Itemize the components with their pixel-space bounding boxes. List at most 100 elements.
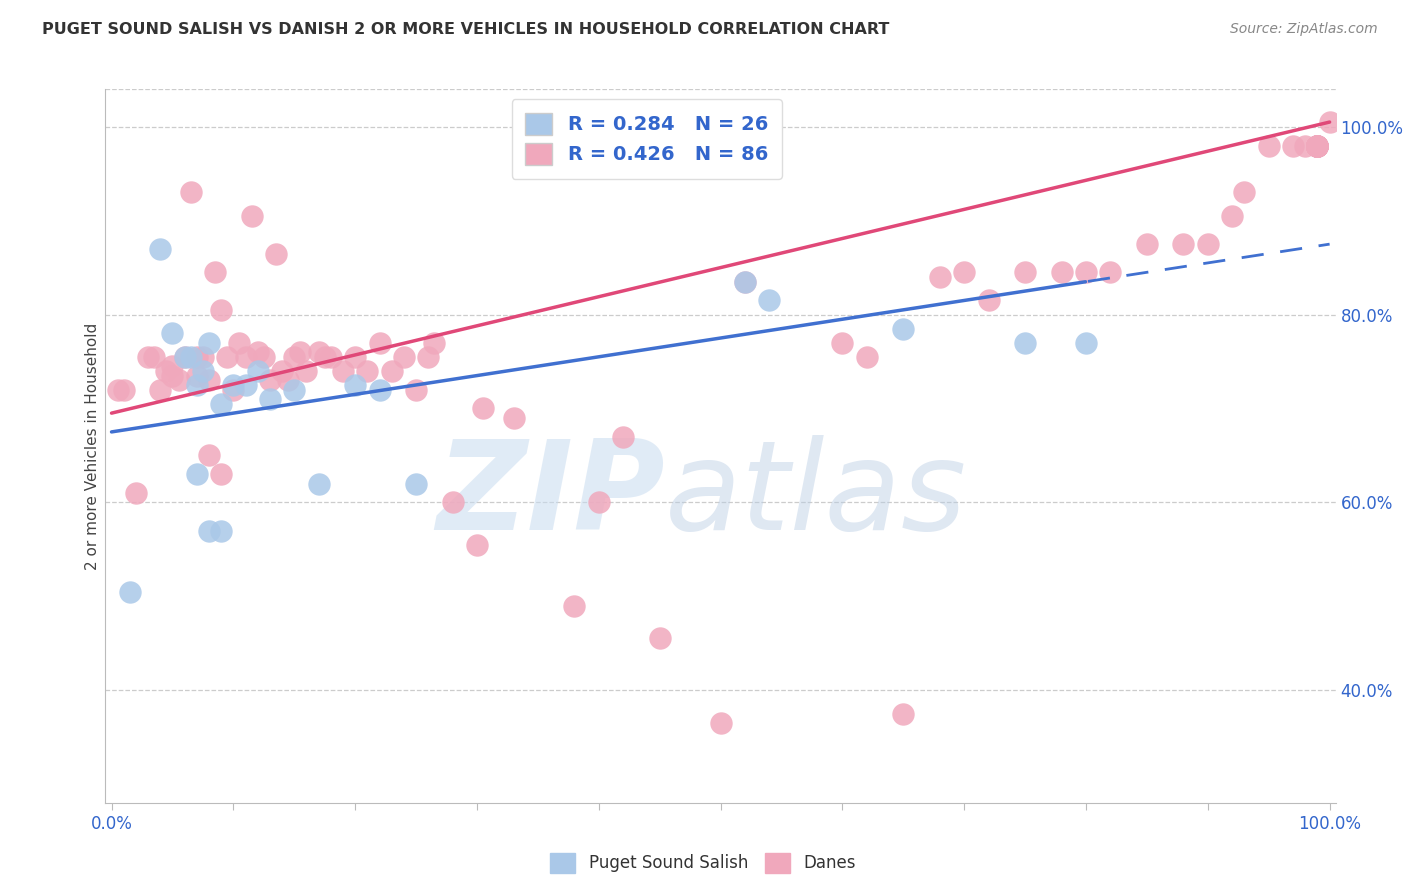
Point	[180, 186, 202, 200]
Point	[1050, 265, 1073, 279]
Point	[1306, 138, 1329, 153]
Point	[405, 476, 427, 491]
Point	[314, 350, 336, 364]
Point	[209, 397, 232, 411]
Point	[136, 350, 159, 364]
Point	[1136, 237, 1159, 252]
Point	[1173, 237, 1195, 252]
Point	[186, 350, 208, 364]
Point	[271, 364, 294, 378]
Point	[308, 345, 330, 359]
Point	[253, 350, 276, 364]
Legend: R = 0.284   N = 26, R = 0.426   N = 86: R = 0.284 N = 26, R = 0.426 N = 86	[512, 99, 782, 178]
Point	[118, 584, 141, 599]
Point	[1306, 138, 1329, 153]
Point	[162, 326, 184, 341]
Point	[191, 364, 214, 378]
Point	[1233, 186, 1256, 200]
Point	[344, 350, 367, 364]
Point	[1294, 138, 1316, 153]
Point	[344, 378, 367, 392]
Point	[235, 350, 257, 364]
Point	[191, 350, 214, 364]
Point	[977, 293, 1000, 308]
Point	[143, 350, 166, 364]
Y-axis label: 2 or more Vehicles in Household: 2 or more Vehicles in Household	[84, 322, 100, 570]
Point	[502, 410, 524, 425]
Point	[1099, 265, 1122, 279]
Point	[356, 364, 378, 378]
Text: Source: ZipAtlas.com: Source: ZipAtlas.com	[1230, 22, 1378, 37]
Point	[1319, 115, 1341, 129]
Point	[332, 364, 354, 378]
Point	[1306, 138, 1329, 153]
Point	[1306, 138, 1329, 153]
Point	[953, 265, 976, 279]
Point	[198, 373, 221, 387]
Point	[392, 350, 415, 364]
Point	[209, 524, 232, 538]
Point	[612, 429, 634, 443]
Point	[186, 467, 208, 482]
Point	[222, 383, 245, 397]
Point	[1257, 138, 1279, 153]
Point	[734, 275, 756, 289]
Point	[831, 335, 853, 350]
Point	[264, 246, 287, 260]
Point	[149, 242, 172, 256]
Point	[418, 350, 440, 364]
Point	[283, 350, 305, 364]
Point	[368, 335, 391, 350]
Point	[173, 350, 195, 364]
Point	[173, 350, 195, 364]
Point	[198, 335, 221, 350]
Point	[198, 524, 221, 538]
Text: PUGET SOUND SALISH VS DANISH 2 OR MORE VEHICLES IN HOUSEHOLD CORRELATION CHART: PUGET SOUND SALISH VS DANISH 2 OR MORE V…	[42, 22, 890, 37]
Text: ZIP: ZIP	[436, 435, 665, 557]
Point	[1306, 138, 1329, 153]
Point	[891, 706, 914, 721]
Point	[758, 293, 780, 308]
Point	[162, 359, 184, 374]
Point	[405, 383, 427, 397]
Point	[1306, 138, 1329, 153]
Point	[149, 383, 172, 397]
Point	[240, 209, 263, 223]
Point	[186, 378, 208, 392]
Point	[648, 632, 671, 646]
Point	[1220, 209, 1243, 223]
Point	[319, 350, 342, 364]
Point	[1014, 335, 1036, 350]
Point	[167, 373, 190, 387]
Point	[1282, 138, 1305, 153]
Point	[1306, 138, 1329, 153]
Point	[855, 350, 877, 364]
Point	[162, 368, 184, 383]
Point	[125, 486, 148, 500]
Point	[186, 368, 208, 383]
Point	[295, 364, 318, 378]
Point	[1074, 265, 1097, 279]
Point	[308, 476, 330, 491]
Point	[259, 392, 281, 406]
Point	[217, 350, 239, 364]
Point	[204, 265, 226, 279]
Point	[1306, 138, 1329, 153]
Point	[368, 383, 391, 397]
Point	[283, 383, 305, 397]
Point	[1074, 335, 1097, 350]
Point	[228, 335, 250, 350]
Point	[381, 364, 404, 378]
Point	[259, 373, 281, 387]
Point	[112, 383, 135, 397]
Point	[1306, 138, 1329, 153]
Point	[1306, 138, 1329, 153]
Point	[928, 270, 950, 285]
Point	[1197, 237, 1219, 252]
Point	[1014, 265, 1036, 279]
Point	[235, 378, 257, 392]
Point	[564, 599, 586, 613]
Point	[155, 364, 177, 378]
Point	[710, 716, 733, 731]
Point	[290, 345, 312, 359]
